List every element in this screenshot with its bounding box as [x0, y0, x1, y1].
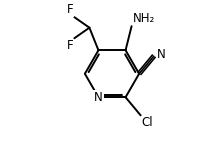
Text: Cl: Cl — [141, 116, 153, 129]
Text: N: N — [94, 91, 103, 104]
Text: F: F — [67, 3, 74, 16]
Text: N: N — [156, 48, 165, 61]
Text: F: F — [67, 39, 74, 52]
Text: NH₂: NH₂ — [133, 12, 155, 25]
